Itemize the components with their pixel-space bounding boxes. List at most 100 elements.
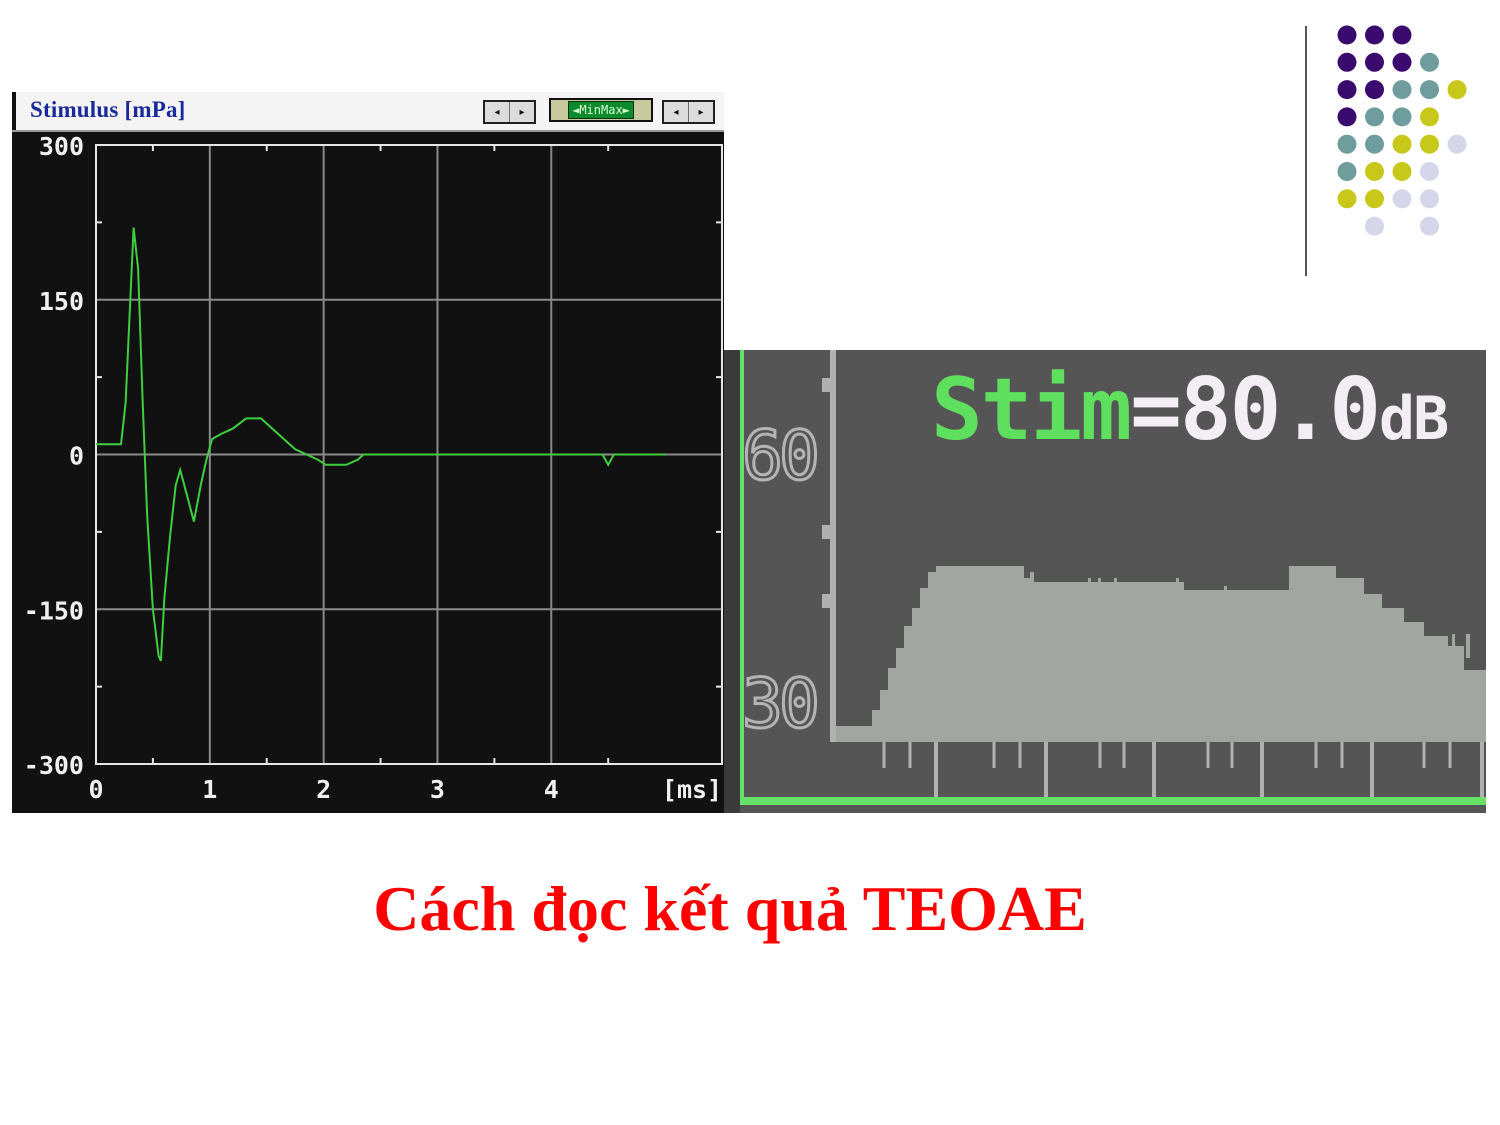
- x-tick-label: 4: [544, 775, 559, 804]
- minmax-label: ◄MinMax►: [568, 101, 634, 119]
- emission-spectrum-panel: 60 30 Stim=80.0dB: [724, 350, 1486, 813]
- minmax-button[interactable]: ◄MinMax►: [549, 98, 653, 122]
- spectrum-bar: [1336, 578, 1364, 742]
- y-axis-tick: [822, 378, 832, 392]
- scroll-left-button[interactable]: ◂: [485, 102, 510, 122]
- spectrum-bar: [904, 626, 912, 742]
- spectrum-minor-tick: [1422, 742, 1426, 768]
- decorative-dot: [1337, 162, 1357, 181]
- spectrum-notch: [1098, 578, 1101, 588]
- stim-readout-unit: dB: [1379, 384, 1449, 454]
- y-axis-tick: [822, 525, 832, 539]
- panel-green-border-left: [740, 350, 744, 805]
- panel-green-border-bottom: [740, 797, 1486, 805]
- spectrum-minor-tick: [1340, 742, 1344, 768]
- decorative-dot: [1365, 52, 1384, 72]
- stimulus-trace: [96, 227, 666, 662]
- y-scroll-control: ◂ ▸: [662, 100, 715, 124]
- spectrum-notch: [1088, 578, 1091, 590]
- spectrum-notch: [1030, 572, 1034, 582]
- spectrum-bar: [1382, 608, 1404, 742]
- y-tick-label: 150: [39, 287, 84, 316]
- spectrum-minor-tick: [1314, 742, 1318, 768]
- spectrum-major-tick: [1480, 742, 1484, 797]
- decorative-dot: [1337, 189, 1357, 209]
- x-tick-label: 0: [88, 775, 103, 804]
- spectrum-ytick-30: 30: [741, 665, 822, 744]
- spectrum-minor-tick: [1122, 742, 1126, 768]
- spectrum-notch: [1452, 634, 1455, 654]
- stim-readout-value: =80.0: [1130, 360, 1381, 460]
- decorative-dot: [1447, 134, 1467, 154]
- spectrum-ytick-60: 60: [741, 417, 822, 496]
- spectrum-bar: [872, 710, 880, 742]
- stimulus-window: Stimulus [mPa] ◂ ▸ ◄MinMax► ◂ ▸ 300 150 0 -…: [12, 92, 724, 813]
- spectrum-major-tick: [934, 742, 938, 797]
- spectrum-minor-tick: [1230, 742, 1234, 768]
- y-tick-label: -150: [24, 596, 84, 625]
- y-tick-label: 300: [39, 132, 84, 161]
- decorative-dot: [1447, 80, 1467, 100]
- x-scroll-control: ◂ ▸: [483, 100, 536, 124]
- spectrum-chart: [724, 350, 1486, 813]
- spectrum-notch: [1176, 578, 1179, 590]
- decorative-divider: [1305, 26, 1307, 276]
- decorative-dot: [1365, 162, 1384, 181]
- spectrum-bar: [1289, 566, 1336, 742]
- x-tick-label: 2: [316, 775, 331, 804]
- spectrum-bar: [920, 588, 928, 742]
- decorative-dot: [1337, 80, 1357, 100]
- spectrum-bar: [928, 572, 936, 742]
- y-axis-tick: [822, 594, 832, 608]
- spectrum-bar: [936, 566, 946, 742]
- spectrum-minor-tick: [1206, 742, 1210, 768]
- spectrum-notch: [1224, 586, 1227, 596]
- spectrum-minor-tick: [992, 742, 996, 768]
- stimulus-titlebar: Stimulus [mPa] ◂ ▸ ◄MinMax► ◂ ▸: [12, 92, 724, 132]
- spectrum-bar: [888, 668, 896, 742]
- decorative-dot: [1392, 52, 1412, 72]
- y-axis-line: [830, 350, 836, 742]
- spectrum-bar: [1364, 594, 1382, 742]
- spectrum-bar: [1448, 646, 1464, 742]
- decorative-dot: [1365, 25, 1384, 45]
- decorative-dot: [1365, 80, 1384, 100]
- scroll-right-button-2[interactable]: ▸: [689, 102, 713, 122]
- decorative-dot: [1365, 216, 1384, 236]
- decorative-dot: [1420, 216, 1439, 236]
- decorative-dot: [1365, 107, 1384, 127]
- spectrum-bar: [1464, 670, 1486, 742]
- panel-left-edge: [724, 350, 740, 813]
- spectrum-bar: [1404, 622, 1424, 742]
- spectrum-minor-tick: [1098, 742, 1102, 768]
- spectrum-bar: [1424, 636, 1448, 742]
- spectrum-bar: [836, 726, 872, 742]
- spectrum-x-ticks: [882, 742, 1484, 797]
- decorative-dot: [1420, 107, 1439, 127]
- plot-frame: [95, 144, 723, 765]
- spectrum-bar: [946, 566, 1024, 742]
- decorative-dot: [1420, 162, 1439, 181]
- spectrum-bar: [1076, 582, 1184, 742]
- stim-level-readout: Stim=80.0dB: [931, 360, 1449, 469]
- spectrum-bar: [1034, 582, 1076, 742]
- spectrum-minor-tick: [882, 742, 886, 768]
- spectrum-major-tick: [1370, 742, 1374, 797]
- slide-caption: Cách đọc kết quả TEOAE: [373, 873, 1087, 944]
- x-tick-label: 3: [430, 775, 445, 804]
- scroll-right-button[interactable]: ▸: [510, 102, 534, 122]
- spectrum-major-tick: [1152, 742, 1156, 797]
- stimulus-title: Stimulus [mPa]: [30, 97, 186, 122]
- x-axis-unit-label: [ms]: [662, 775, 722, 804]
- stim-readout-label: Stim: [931, 360, 1132, 460]
- decorative-dot: [1337, 107, 1357, 127]
- spectrum-minor-tick: [1018, 742, 1022, 768]
- decorative-dot: [1392, 25, 1412, 45]
- spectrum-notch: [1114, 578, 1117, 590]
- decorative-dot: [1392, 80, 1412, 100]
- scroll-left-button-2[interactable]: ◂: [664, 102, 689, 122]
- decorative-dot: [1392, 162, 1412, 181]
- decorative-dot: [1337, 134, 1357, 154]
- spectrum-bar: [912, 608, 920, 742]
